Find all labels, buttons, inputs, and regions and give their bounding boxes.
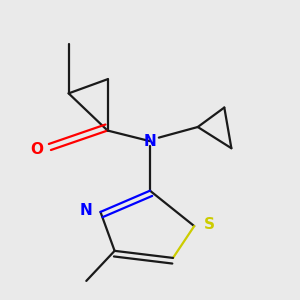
Text: S: S: [204, 217, 214, 232]
Text: O: O: [30, 142, 43, 158]
Text: N: N: [144, 134, 156, 149]
Text: N: N: [79, 203, 92, 218]
